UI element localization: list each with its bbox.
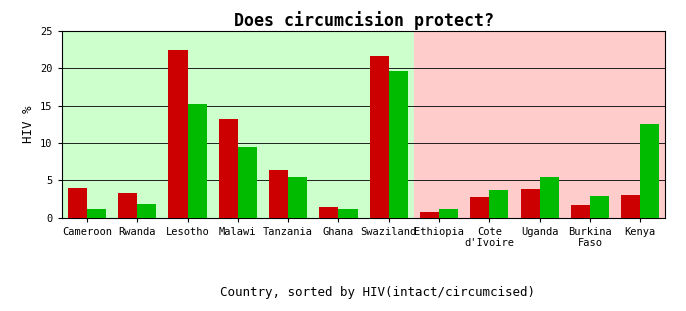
Bar <box>470 197 489 218</box>
Bar <box>137 203 156 218</box>
Bar <box>370 56 389 218</box>
Bar <box>319 207 338 218</box>
Bar <box>219 119 238 218</box>
Bar <box>439 210 458 218</box>
Bar <box>269 170 288 218</box>
Bar <box>489 190 508 218</box>
Bar <box>338 209 357 218</box>
Bar <box>521 189 540 218</box>
Bar <box>118 193 137 218</box>
Bar <box>571 205 590 218</box>
Bar <box>62 31 414 218</box>
Bar <box>68 188 87 218</box>
Bar <box>87 210 106 218</box>
Bar <box>621 195 640 218</box>
Bar <box>540 177 559 218</box>
Bar <box>640 124 659 218</box>
Y-axis label: HIV %: HIV % <box>22 106 35 143</box>
Text: Country, sorted by HIV(intact/circumcised): Country, sorted by HIV(intact/circumcise… <box>220 285 535 299</box>
Bar <box>389 72 408 218</box>
Bar <box>590 196 609 218</box>
Bar <box>288 177 307 218</box>
Bar <box>168 50 187 218</box>
Title: Does circumcision protect?: Does circumcision protect? <box>233 11 494 30</box>
Bar <box>187 104 206 218</box>
Bar <box>414 31 665 218</box>
Bar <box>238 147 257 218</box>
Bar <box>420 212 439 218</box>
